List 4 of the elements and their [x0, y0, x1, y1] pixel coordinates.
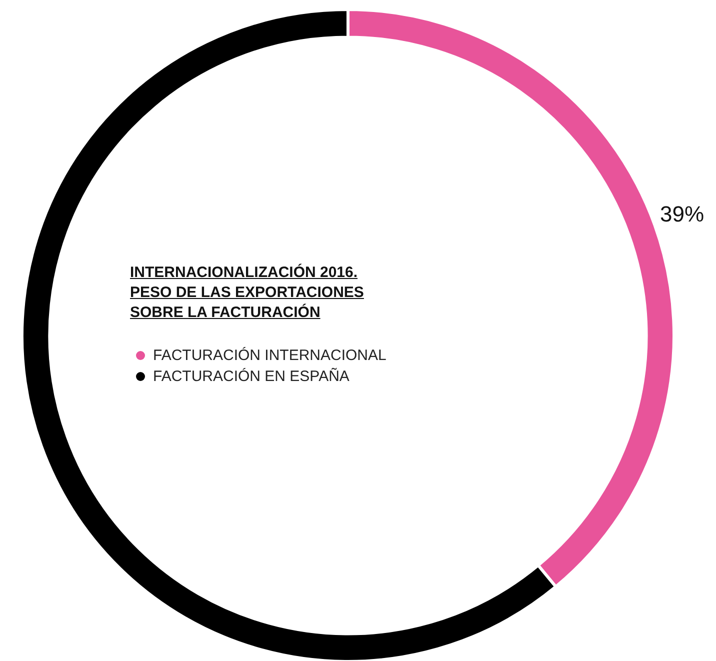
legend-label: FACTURACIÓN INTERNACIONAL [153, 346, 386, 366]
text: INTERNACIONALIZACIÓN 2016. PESO DE LAS EXPORTACIONES SOBRE LA FACTURACIÓN [130, 263, 365, 323]
data-label: 39% [660, 201, 704, 226]
legend-label: FACTURACIÓN EN ESPAÑA [153, 366, 350, 387]
